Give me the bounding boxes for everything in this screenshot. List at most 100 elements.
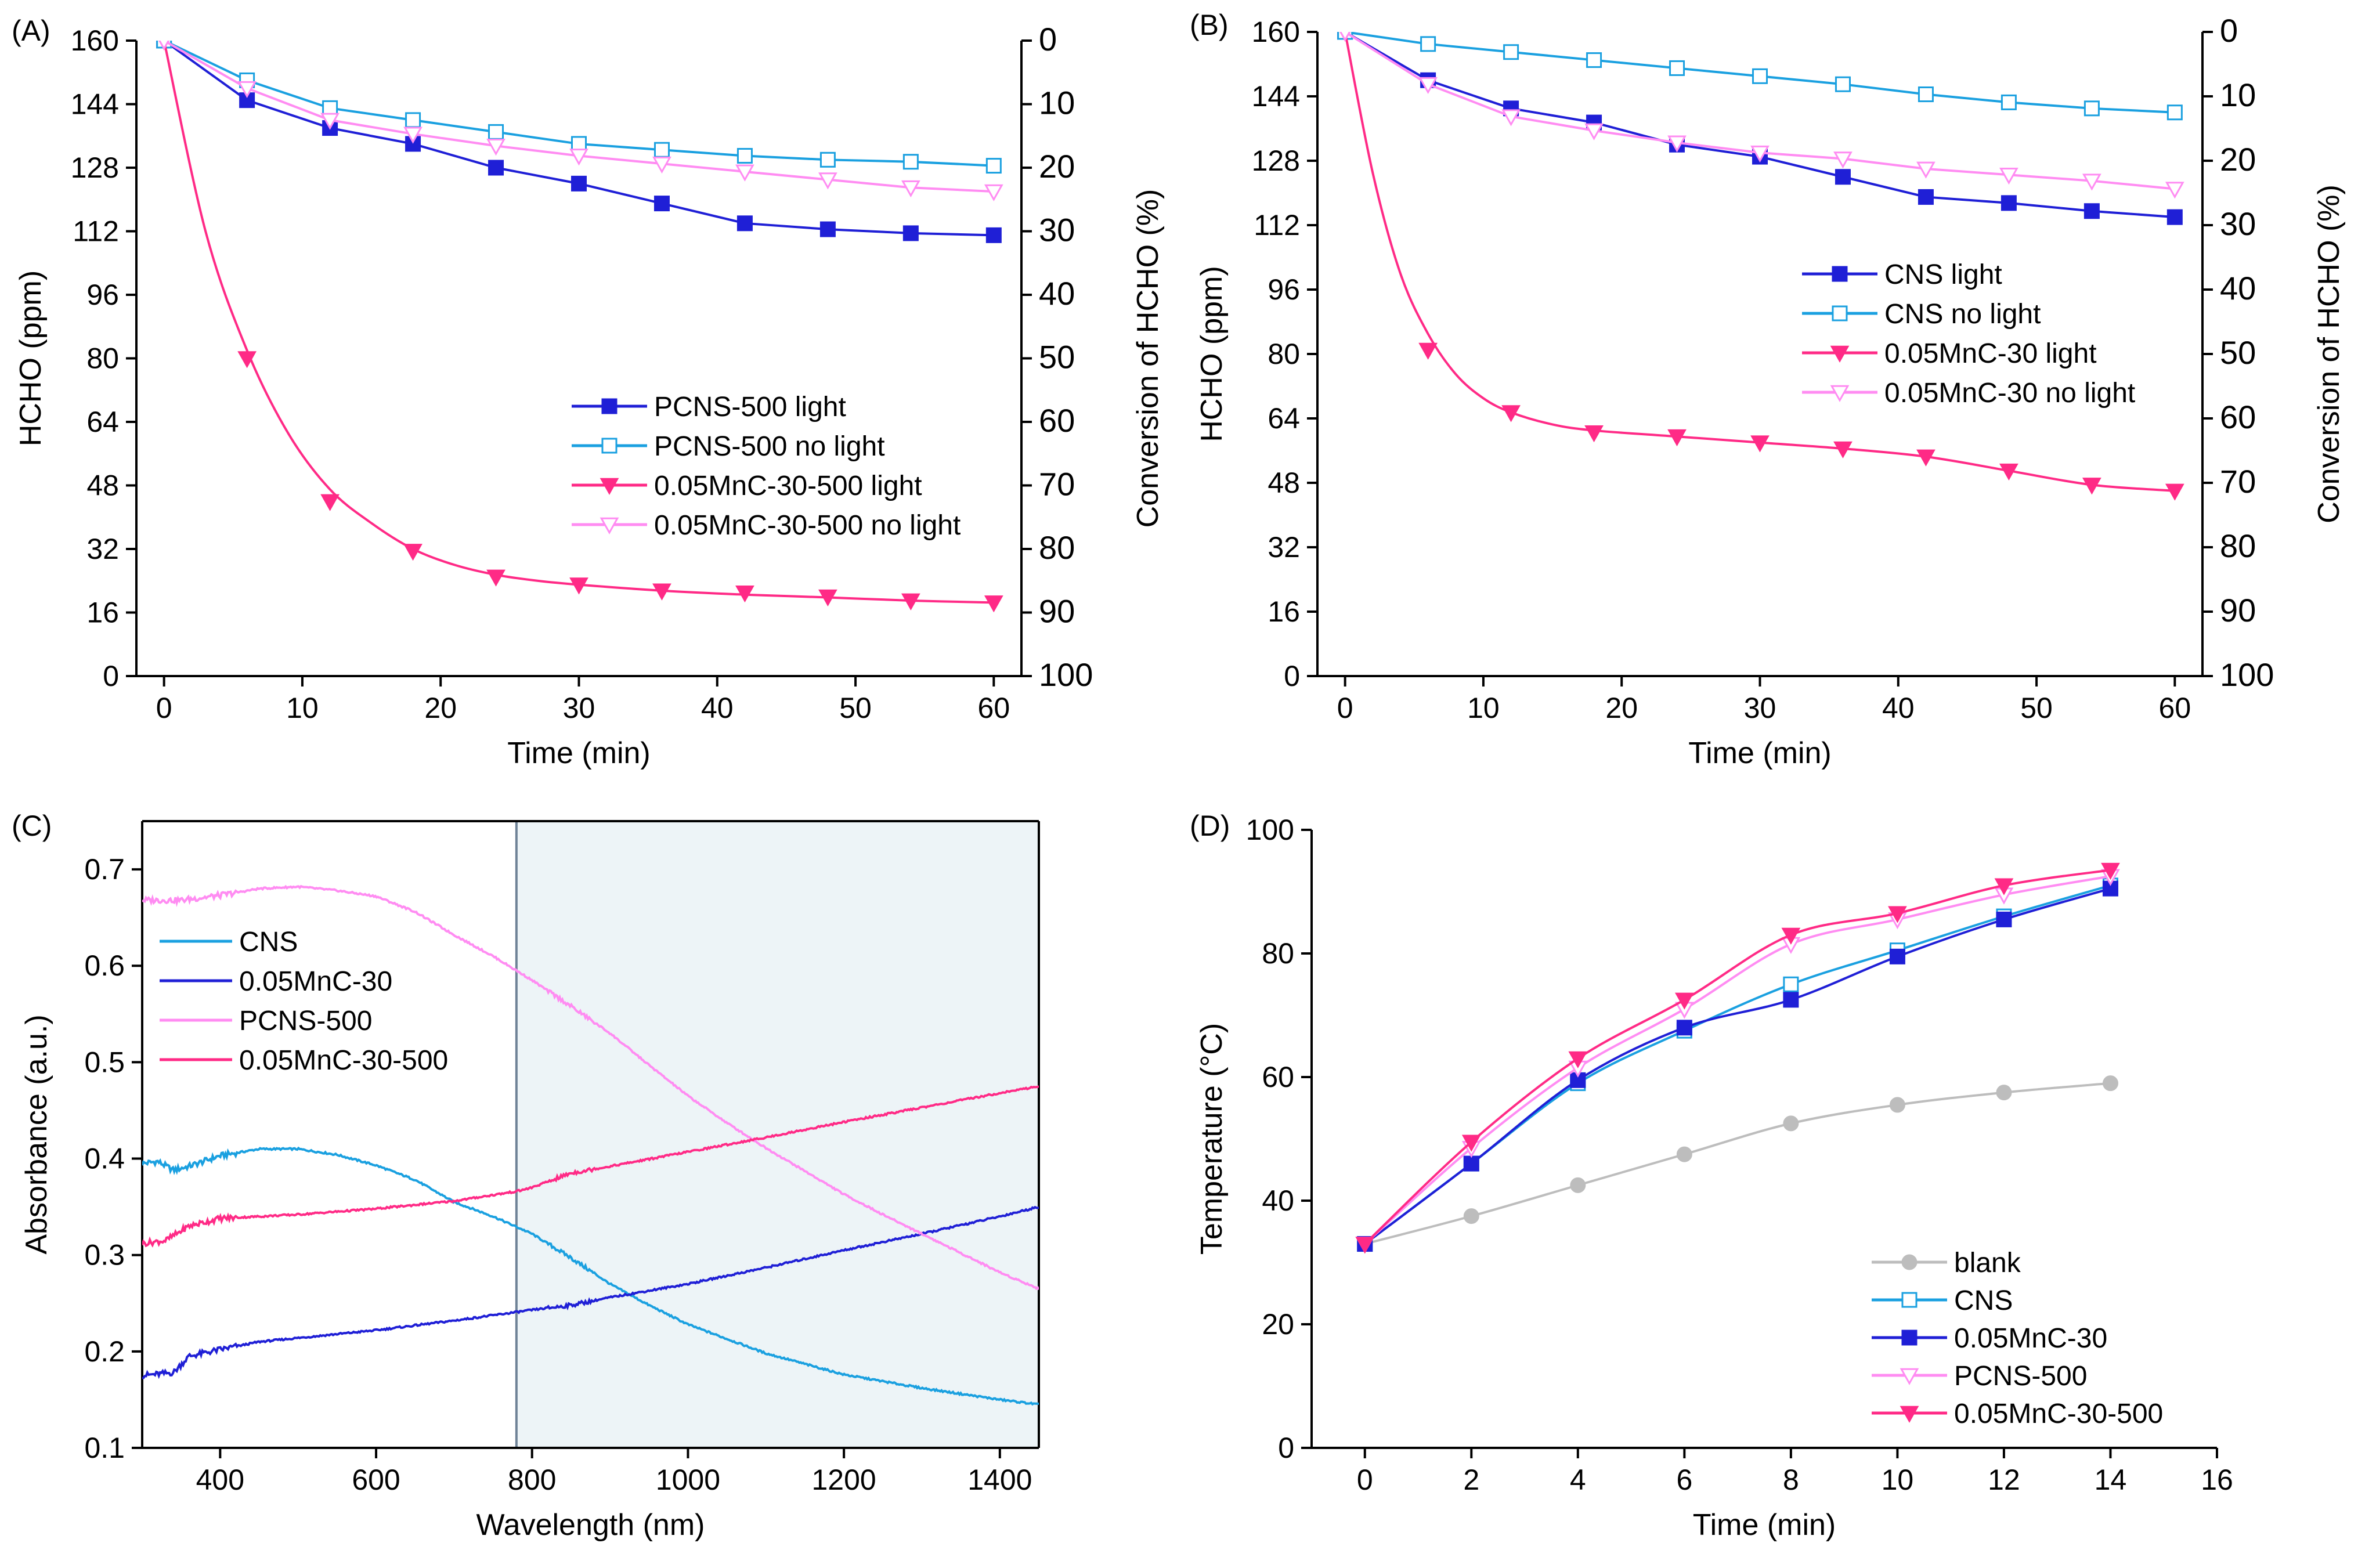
series-line bbox=[142, 1146, 1039, 1406]
series-line bbox=[1364, 887, 2111, 1245]
y-tick-label: 112 bbox=[1254, 209, 1300, 241]
data-point bbox=[1835, 76, 1851, 92]
series-CNS light bbox=[1337, 32, 2183, 225]
y-tick-label: 0 bbox=[1284, 660, 1300, 692]
x-tick-label: 40 bbox=[701, 692, 734, 724]
series-0.05MnC-30-500 light bbox=[158, 41, 1003, 613]
x-tick-label: 16 bbox=[2201, 1464, 2233, 1496]
y-tick-label: 64 bbox=[1268, 402, 1300, 435]
legend-marker bbox=[1900, 1406, 1919, 1423]
y2-tick-label: 100 bbox=[2220, 656, 2274, 693]
y2-tick-label: 70 bbox=[2220, 463, 2256, 500]
legend-label: PCNS-500 bbox=[1954, 1361, 2087, 1392]
data-point bbox=[818, 589, 837, 606]
data-point bbox=[652, 156, 671, 174]
data-point bbox=[1463, 1155, 1479, 1172]
y-tick-label: 64 bbox=[86, 406, 119, 438]
y-tick-label: 80 bbox=[1262, 937, 1294, 970]
legend-label: PCNS-500 no light bbox=[654, 431, 885, 462]
y-tick-label: 32 bbox=[86, 533, 119, 565]
legend-label: 0.05MnC-30 light bbox=[1884, 338, 2097, 369]
legend: blank CNS 0.05MnC-30 PCNS-500 0.05MnC-30-500 bbox=[1872, 1248, 2163, 1429]
data-point bbox=[320, 113, 340, 130]
legend-item: PCNS-500 no light bbox=[572, 431, 885, 462]
y-tick-label: 48 bbox=[1268, 467, 1300, 499]
legend-item: CNS no light bbox=[1802, 299, 2041, 330]
data-point bbox=[1889, 948, 1905, 964]
data-point bbox=[320, 494, 340, 511]
data-point bbox=[901, 593, 920, 610]
x-tick-label: 20 bbox=[1605, 692, 1638, 724]
legend-label: CNS light bbox=[1884, 259, 2002, 290]
data-point bbox=[2082, 478, 2101, 495]
x-axis-label: Time (min) bbox=[507, 736, 651, 770]
data-point bbox=[1918, 86, 1934, 103]
y-tick-label: 0.4 bbox=[84, 1143, 125, 1175]
series-CNS no light bbox=[1337, 32, 2183, 121]
x-tick-label: 0 bbox=[1337, 692, 1353, 724]
legend-item: CNS bbox=[1872, 1285, 2013, 1316]
legend-label: PCNS-500 bbox=[239, 1006, 372, 1036]
panel-label: (C) bbox=[12, 810, 52, 842]
y2-axis-label: Conversion of HCHO (%) bbox=[1131, 189, 1165, 528]
series-0.05MnC-30 bbox=[1357, 880, 2118, 1252]
series-0.05MnC-30 no light bbox=[1339, 32, 2184, 199]
y-axis-label: HCHO (ppm) bbox=[1195, 266, 1229, 442]
series-0.05MnC-30 light bbox=[1339, 32, 2184, 501]
data-point bbox=[1918, 189, 1934, 205]
data-point bbox=[571, 175, 587, 192]
y-axis-label: Temperature (°C) bbox=[1195, 1023, 1229, 1255]
data-point bbox=[2083, 100, 2100, 117]
y2-tick-label: 50 bbox=[1039, 339, 1075, 375]
data-point bbox=[1994, 878, 2014, 895]
legend-label: 0.05MnC-30-500 bbox=[1954, 1399, 2163, 1429]
x-tick-label: 20 bbox=[424, 692, 457, 724]
series-0.05MnC-30-500 bbox=[1355, 862, 2120, 1254]
chart-panel-4: 0 2 4 6 8 10 12 14 16 0 20 40 60 80 100 Time (min) Tempe… bbox=[1190, 810, 2233, 1542]
x-tick-label: 0 bbox=[156, 692, 172, 724]
y-tick-label: 80 bbox=[1268, 338, 1300, 370]
data-point bbox=[488, 160, 504, 176]
data-point bbox=[735, 585, 754, 603]
series-line bbox=[1344, 32, 2175, 219]
chart-panel-2: 0 10 20 30 40 50 60 0 16 32 48 64 80 96 112 128 144 160 0 1… bbox=[1190, 9, 2346, 770]
data-point bbox=[1586, 52, 1602, 68]
y-tick-label: 0.1 bbox=[84, 1432, 125, 1464]
data-point bbox=[486, 569, 505, 587]
data-point bbox=[735, 164, 754, 182]
legend-marker bbox=[601, 438, 618, 454]
legend-label: CNS bbox=[239, 927, 298, 958]
data-point bbox=[1833, 151, 1853, 169]
x-tick-label: 60 bbox=[2159, 692, 2191, 724]
legend-label: CNS bbox=[1954, 1285, 2013, 1316]
x-tick-label: 12 bbox=[1988, 1464, 2020, 1496]
series-PCNS-500 bbox=[142, 884, 1039, 1291]
legend-marker bbox=[1832, 305, 1848, 321]
data-point bbox=[1501, 405, 1521, 422]
data-point bbox=[1835, 169, 1851, 185]
data-point bbox=[902, 225, 919, 241]
x-tick-label: 14 bbox=[2095, 1464, 2127, 1496]
legend-marker bbox=[1900, 1368, 1919, 1385]
x-tick-label: 400 bbox=[196, 1464, 244, 1496]
legend-item: 0.05MnC-30 bbox=[1872, 1323, 2107, 1354]
legend-marker bbox=[600, 478, 619, 495]
data-point bbox=[237, 351, 257, 368]
data-point bbox=[1676, 1020, 1692, 1036]
legend-label: 0.05MnC-30 bbox=[1954, 1323, 2107, 1354]
legend-label: 0.05MnC-30-500 light bbox=[654, 471, 922, 501]
data-point bbox=[1833, 441, 1853, 458]
series-line bbox=[163, 41, 994, 193]
data-point bbox=[819, 151, 836, 168]
data-point bbox=[736, 147, 753, 164]
x-tick-label: 50 bbox=[839, 692, 872, 724]
data-point bbox=[653, 142, 670, 158]
data-point bbox=[1999, 463, 2018, 481]
legend-item: 0.05MnC-30-500 bbox=[160, 1045, 448, 1076]
data-point bbox=[1783, 992, 1799, 1008]
y-tick-label: 80 bbox=[86, 342, 119, 375]
series-line bbox=[1344, 32, 2175, 190]
data-point bbox=[1996, 911, 2012, 927]
y2-tick-label: 20 bbox=[1039, 148, 1075, 185]
